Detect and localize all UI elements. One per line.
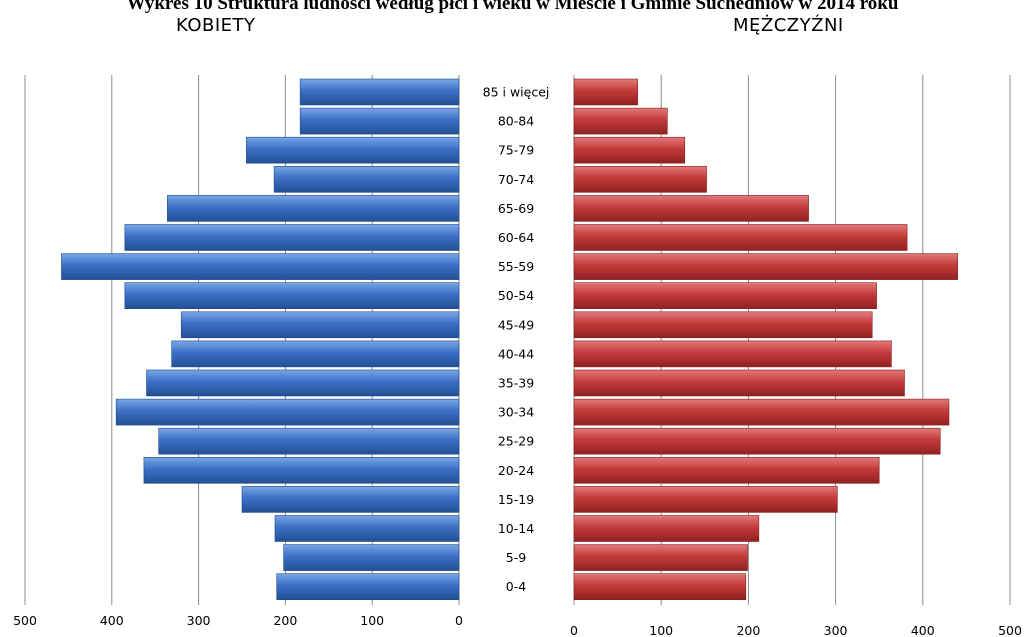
age-group-label: 60-64 bbox=[498, 230, 534, 245]
females-axis-tick-label: 500 bbox=[13, 613, 37, 628]
males-bar bbox=[573, 369, 905, 397]
age-group-label: 75-79 bbox=[498, 143, 534, 158]
chart-title: Wykres 10 Struktura ludności według płci… bbox=[126, 0, 899, 14]
males-bar bbox=[573, 340, 892, 368]
males-axis-tick-label: 500 bbox=[998, 623, 1022, 637]
females-axis-tick-label: 0 bbox=[455, 613, 463, 628]
age-group-label: 30-34 bbox=[498, 405, 534, 420]
males-bar bbox=[573, 195, 809, 222]
females-bar bbox=[115, 398, 460, 426]
males-bar bbox=[573, 515, 760, 542]
females-bar bbox=[299, 107, 460, 135]
age-group-label: 70-74 bbox=[498, 172, 534, 187]
males-axis-tick-label: 200 bbox=[736, 623, 760, 637]
males-axis-tick-label: 0 bbox=[570, 623, 578, 637]
females-bar bbox=[167, 195, 460, 222]
males-bar bbox=[573, 427, 941, 455]
males-bar bbox=[573, 166, 707, 193]
females-bar bbox=[171, 340, 460, 368]
females-axis-tick-label: 100 bbox=[360, 613, 384, 628]
males-panel-title: MĘŻCZYŹNI bbox=[733, 15, 844, 36]
females-bar bbox=[143, 456, 460, 484]
age-group-label: 65-69 bbox=[498, 201, 534, 216]
females-bar bbox=[124, 282, 460, 310]
males-bar bbox=[573, 78, 638, 106]
males-bar bbox=[573, 107, 668, 135]
males-bar bbox=[573, 282, 877, 310]
age-group-label: 35-39 bbox=[498, 376, 534, 391]
females-axis-tick-label: 400 bbox=[100, 613, 124, 628]
females-bar bbox=[158, 427, 460, 455]
females-bar bbox=[124, 224, 460, 251]
age-group-label: 80-84 bbox=[498, 114, 534, 129]
males-bar bbox=[573, 544, 748, 571]
age-group-label: 10-14 bbox=[498, 521, 534, 536]
females-bar bbox=[146, 369, 460, 397]
females-bar bbox=[61, 253, 460, 280]
males-axis-tick-label: 300 bbox=[824, 623, 848, 637]
males-bar bbox=[573, 486, 838, 513]
males-bar bbox=[573, 398, 950, 426]
females-axis-tick-label: 300 bbox=[187, 613, 211, 628]
females-panel-title: KOBIETY bbox=[176, 15, 256, 36]
females-bar bbox=[273, 166, 460, 193]
males-bar bbox=[573, 311, 873, 339]
males-bar bbox=[573, 456, 880, 484]
males-bar bbox=[573, 136, 686, 164]
males-axis-tick-label: 100 bbox=[649, 623, 673, 637]
females-bar bbox=[274, 515, 460, 542]
age-group-label: 55-59 bbox=[498, 259, 534, 274]
age-group-label: 45-49 bbox=[498, 317, 534, 332]
age-group-label: 20-24 bbox=[498, 463, 534, 478]
females-bar bbox=[276, 573, 460, 601]
females-bar bbox=[246, 136, 460, 164]
age-group-label: 40-44 bbox=[498, 346, 534, 361]
age-group-label: 85 i więcej bbox=[483, 85, 550, 100]
males-bar bbox=[573, 573, 747, 601]
females-bar bbox=[299, 78, 460, 106]
males-bar bbox=[573, 253, 958, 280]
females-axis-tick-label: 200 bbox=[273, 613, 297, 628]
females-bar bbox=[241, 486, 460, 513]
age-group-label: 15-19 bbox=[498, 492, 534, 507]
males-bar bbox=[573, 224, 908, 251]
age-group-label: 25-29 bbox=[498, 434, 534, 449]
females-bar bbox=[283, 544, 460, 571]
age-group-label: 5-9 bbox=[506, 550, 526, 565]
age-group-label: 50-54 bbox=[498, 288, 534, 303]
age-group-label: 0-4 bbox=[506, 579, 526, 594]
males-axis-tick-label: 400 bbox=[911, 623, 935, 637]
females-bar bbox=[180, 311, 460, 339]
